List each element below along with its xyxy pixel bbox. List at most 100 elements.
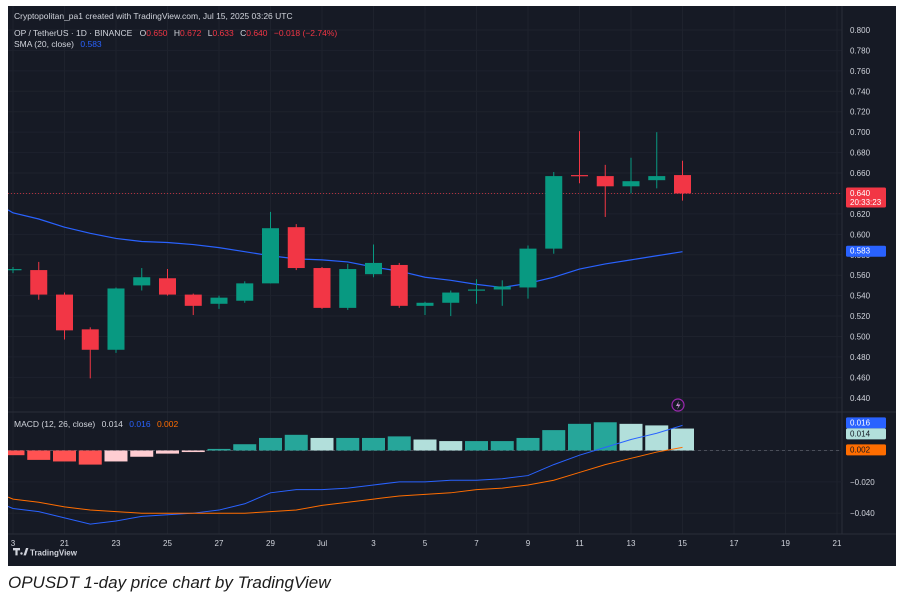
o-label: O <box>140 28 147 38</box>
candle[interactable] <box>133 268 151 291</box>
macd-v3: 0.002 <box>157 419 179 429</box>
candle[interactable] <box>648 132 666 189</box>
macd-histogram-bar[interactable] <box>490 441 514 451</box>
candle[interactable] <box>622 157 640 194</box>
candle-body[interactable] <box>262 228 279 284</box>
macd-histogram-bar[interactable] <box>259 437 282 451</box>
candle[interactable] <box>390 262 408 308</box>
candle-body[interactable] <box>545 176 563 249</box>
macd-histogram-bar[interactable] <box>156 450 179 454</box>
candle-body[interactable] <box>416 302 434 306</box>
candle[interactable] <box>81 327 99 379</box>
macd-histogram-bar[interactable] <box>645 425 669 451</box>
macd-histogram-bar[interactable] <box>310 437 334 451</box>
price-tick-label: 0.780 <box>850 46 871 55</box>
macd-histogram-bar[interactable] <box>387 436 411 451</box>
macd-layer[interactable] <box>1 422 694 525</box>
candle-body[interactable] <box>674 175 691 194</box>
candle[interactable] <box>339 263 357 310</box>
candle-body[interactable] <box>493 286 511 290</box>
macd-histogram-bar[interactable] <box>181 450 205 453</box>
macd-histogram-bar[interactable] <box>104 450 128 462</box>
candle[interactable] <box>159 269 176 296</box>
candle-body[interactable] <box>56 294 73 331</box>
candle[interactable] <box>468 279 485 304</box>
macd-histogram-bar[interactable] <box>465 441 488 451</box>
candle-body[interactable] <box>236 283 254 301</box>
candle-body[interactable] <box>159 278 176 295</box>
macd-histogram-bar[interactable] <box>27 450 51 460</box>
macd-histogram-bar[interactable] <box>284 434 308 451</box>
candle-body[interactable] <box>365 262 382 275</box>
x-tick-label: 27 <box>215 539 224 548</box>
candle[interactable] <box>107 287 125 353</box>
candle-body[interactable] <box>4 269 22 271</box>
candle[interactable] <box>493 280 511 306</box>
macd-histogram-bar[interactable] <box>413 439 437 451</box>
macd-histogram-bar[interactable] <box>53 450 76 462</box>
x-tick-label: 17 <box>730 539 739 548</box>
alert-icon[interactable] <box>671 398 685 412</box>
macd-histogram-bar[interactable] <box>362 437 385 451</box>
candle-body[interactable] <box>571 175 588 177</box>
candle-layer[interactable] <box>4 131 691 379</box>
macd-histogram-bar[interactable] <box>233 444 257 451</box>
candle-body[interactable] <box>133 277 151 286</box>
candle-body[interactable] <box>442 292 460 303</box>
macd-tick-label: −0.040 <box>850 509 875 518</box>
candle[interactable] <box>287 224 305 271</box>
price-badge: 0.640 <box>850 189 871 198</box>
countdown-badge: 20:33:23 <box>850 198 882 207</box>
candle[interactable] <box>262 211 279 284</box>
macd-histogram-bar[interactable] <box>542 430 566 451</box>
candle[interactable] <box>313 267 331 309</box>
candle-body[interactable] <box>107 288 125 350</box>
sma-legend: SMA (20, close) 0.583 <box>14 39 102 49</box>
x-tick-label: 21 <box>833 539 842 548</box>
x-tick-label: 5 <box>423 539 428 548</box>
candle[interactable] <box>571 131 588 184</box>
candle[interactable] <box>442 290 460 317</box>
candle[interactable] <box>210 295 228 309</box>
candle-body[interactable] <box>30 270 48 295</box>
macd-histogram-bar[interactable] <box>207 448 231 451</box>
symbol-text: OP / TetherUS · 1D · BINANCE <box>14 28 133 38</box>
candle-body[interactable] <box>596 176 614 187</box>
candle-body[interactable] <box>622 181 640 187</box>
price-tick-label: 0.740 <box>850 87 871 96</box>
macd-v1: 0.014 <box>102 419 124 429</box>
macd-histogram-bar[interactable] <box>439 441 463 451</box>
candle[interactable] <box>4 267 22 274</box>
candle[interactable] <box>596 164 614 217</box>
candle[interactable] <box>56 292 73 340</box>
macd-histogram-bar[interactable] <box>516 437 540 451</box>
candle-body[interactable] <box>468 289 485 291</box>
macd-histogram-bar[interactable] <box>336 437 360 451</box>
macd-histogram-bar[interactable] <box>619 423 643 451</box>
candle-body[interactable] <box>313 268 331 308</box>
candle-body[interactable] <box>648 176 666 181</box>
axis-layer: 3 21 23 25 27 29 Jul 3 5 7 9 11 13 15 17 19 21 0.440 0.460… <box>11 26 875 548</box>
candle[interactable] <box>674 160 691 201</box>
macd-histogram-bar[interactable] <box>78 450 102 465</box>
candle[interactable] <box>416 301 434 316</box>
macd-histogram-bar[interactable] <box>593 422 617 451</box>
candle-body[interactable] <box>519 248 537 288</box>
candle-body[interactable] <box>210 297 228 304</box>
macd-histogram-bar[interactable] <box>568 423 591 451</box>
candle[interactable] <box>365 244 382 278</box>
candle-body[interactable] <box>287 227 305 269</box>
candle[interactable] <box>184 293 202 316</box>
macd-histogram-bar[interactable] <box>1 450 25 456</box>
candle[interactable] <box>236 281 254 303</box>
candle[interactable] <box>545 172 563 254</box>
candle[interactable] <box>30 261 48 300</box>
candle-body[interactable] <box>184 294 202 306</box>
candle-body[interactable] <box>339 269 357 308</box>
candle-body[interactable] <box>390 264 408 306</box>
candle[interactable] <box>519 245 537 299</box>
candle-body[interactable] <box>81 329 99 350</box>
macd-histogram-bar[interactable] <box>671 428 694 451</box>
price-badge-bg <box>846 187 886 208</box>
macd-histogram-bar[interactable] <box>130 450 154 457</box>
